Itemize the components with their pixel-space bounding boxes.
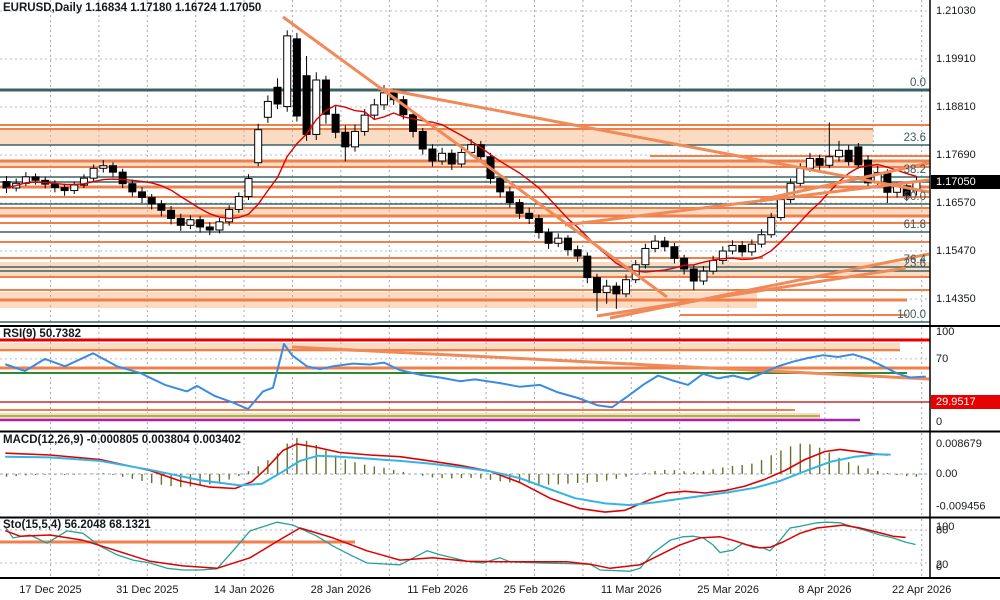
panel-borders <box>0 0 1000 579</box>
svg-text:23.6: 23.6 <box>904 132 926 144</box>
svg-text:8 Apr 2026: 8 Apr 2026 <box>798 584 851 596</box>
svg-text:61.8: 61.8 <box>904 219 926 231</box>
svg-text:20: 20 <box>936 559 948 571</box>
svg-text:1.16570: 1.16570 <box>936 197 976 209</box>
svg-text:0: 0 <box>936 561 942 573</box>
trendlines[interactable] <box>282 15 930 320</box>
svg-text:1.21030: 1.21030 <box>936 5 976 17</box>
svg-text:11 Feb 2026: 11 Feb 2026 <box>407 584 468 596</box>
moving-average-line <box>5 104 918 273</box>
rsi-level-box: 29.9517 <box>931 395 1000 409</box>
macd-panel[interactable] <box>5 438 918 513</box>
svg-text:100.0: 100.0 <box>897 309 926 321</box>
svg-text:100: 100 <box>936 521 954 533</box>
svg-text:28 Jan 2026: 28 Jan 2026 <box>311 584 372 596</box>
svg-text:1.17050: 1.17050 <box>936 176 976 188</box>
svg-text:-0.009456: -0.009456 <box>936 501 986 513</box>
svg-text:17 Dec 2025: 17 Dec 2025 <box>19 584 81 596</box>
svg-text:100: 100 <box>936 326 954 338</box>
svg-text:1.14350: 1.14350 <box>936 293 976 305</box>
svg-text:0.00: 0.00 <box>936 468 957 480</box>
svg-text:1.19910: 1.19910 <box>936 53 976 65</box>
svg-text:1.18810: 1.18810 <box>936 101 976 113</box>
svg-text:25 Feb 2026: 25 Feb 2026 <box>504 584 566 596</box>
rsi-indicator-label: RSI(9) 50.7382 <box>3 328 81 340</box>
svg-text:31 Dec 2025: 31 Dec 2025 <box>116 584 178 596</box>
svg-text:1.15470: 1.15470 <box>936 245 976 257</box>
svg-text:0.008679: 0.008679 <box>936 438 982 450</box>
svg-text:70: 70 <box>936 353 948 365</box>
svg-text:1.17690: 1.17690 <box>936 149 976 161</box>
svg-text:0: 0 <box>936 416 942 428</box>
svg-text:76.4: 76.4 <box>904 254 927 266</box>
svg-text:29.9517: 29.9517 <box>936 396 976 408</box>
current-price-box: 1.17050 <box>931 175 1000 189</box>
rsi-panel[interactable] <box>0 338 930 422</box>
svg-text:0.0: 0.0 <box>910 77 926 89</box>
svg-text:14 Jan 2026: 14 Jan 2026 <box>214 584 275 596</box>
grid-lines <box>0 0 930 577</box>
macd-indicator-label: MACD(12,26,9) -0.000805 0.003804 0.00340… <box>3 434 241 446</box>
svg-text:25 Mar 2026: 25 Mar 2026 <box>697 584 759 596</box>
svg-text:11 Mar 2026: 11 Mar 2026 <box>601 584 662 596</box>
svg-text:22 Apr 2026: 22 Apr 2026 <box>892 584 951 596</box>
stochastic-panel[interactable] <box>0 521 916 572</box>
price-axis[interactable]: 1.21030 1.19910 1.18810 1.17690 1.16570 1.154… <box>936 5 986 573</box>
horizontal-level-lines <box>0 88 930 323</box>
svg-text:38.2: 38.2 <box>904 164 926 176</box>
svg-text:50.0: 50.0 <box>904 191 926 203</box>
svg-text:23.6: 23.6 <box>904 258 926 270</box>
chart-title-ohlc: EURUSD,Daily 1.16834 1.17180 1.16724 1.1… <box>3 2 262 14</box>
svg-text:80: 80 <box>936 524 948 536</box>
time-axis[interactable]: 17 Dec 2025 31 Dec 2025 14 Jan 2026 28 Jan … <box>19 584 951 596</box>
sto-indicator-label: Sto(15,5,4) 56.2048 68.1321 <box>3 519 151 531</box>
